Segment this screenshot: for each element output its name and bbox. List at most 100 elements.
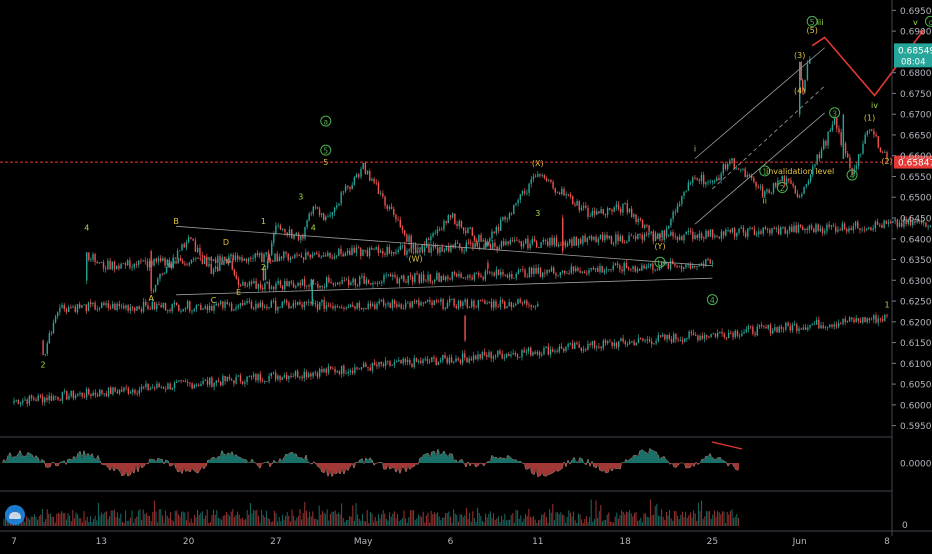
candle-body bbox=[443, 221, 444, 229]
candle-body bbox=[332, 212, 333, 215]
candle-body bbox=[765, 327, 766, 329]
candle-body bbox=[392, 300, 393, 308]
candle-body bbox=[563, 189, 564, 196]
wave-label: 5 bbox=[323, 147, 328, 156]
candle-body bbox=[673, 334, 674, 342]
candle-body bbox=[189, 383, 190, 384]
wave-label: (Y) bbox=[654, 242, 665, 251]
candle-body bbox=[266, 282, 267, 283]
candle-body bbox=[531, 268, 532, 274]
candle-body bbox=[465, 231, 466, 233]
candle-body bbox=[156, 304, 157, 309]
candle-body bbox=[642, 235, 643, 240]
candle-body bbox=[15, 400, 16, 401]
candle-body bbox=[160, 305, 161, 307]
candle-body bbox=[234, 269, 235, 275]
candle-body bbox=[495, 356, 496, 357]
candle-body bbox=[584, 272, 585, 273]
candle-body bbox=[172, 388, 173, 390]
candle-body bbox=[339, 307, 340, 308]
candle-body bbox=[145, 384, 146, 387]
candle-body bbox=[812, 324, 813, 325]
candle-body bbox=[628, 235, 629, 241]
x-tick-label: 13 bbox=[96, 537, 107, 547]
candle-body bbox=[820, 325, 821, 328]
candle-body bbox=[664, 231, 665, 236]
candle-body bbox=[631, 209, 632, 217]
candle-body bbox=[576, 343, 577, 344]
candle-body bbox=[383, 275, 384, 282]
candle-body bbox=[186, 265, 187, 266]
candle-body bbox=[570, 343, 571, 344]
candle-body bbox=[662, 335, 663, 337]
candle-body bbox=[48, 396, 49, 401]
candle-body bbox=[283, 252, 284, 259]
candle-body bbox=[416, 273, 417, 274]
candle-body bbox=[353, 248, 354, 253]
candle-body bbox=[490, 352, 491, 358]
candle-body bbox=[539, 352, 540, 355]
candle-body bbox=[105, 268, 106, 269]
candle-body bbox=[142, 261, 143, 262]
candle-body bbox=[515, 304, 516, 305]
candle-body bbox=[176, 303, 177, 305]
candle-body bbox=[361, 367, 362, 369]
wave-label: C bbox=[211, 296, 217, 305]
candle-body bbox=[888, 222, 889, 224]
candle-body bbox=[622, 236, 623, 242]
candle-body bbox=[489, 238, 490, 242]
candle-body bbox=[167, 384, 168, 389]
candle-body bbox=[704, 335, 705, 338]
candle-body bbox=[202, 255, 203, 256]
candle-body bbox=[485, 240, 486, 246]
candle-body bbox=[343, 191, 344, 192]
candle-body bbox=[453, 362, 454, 363]
candle-body bbox=[390, 303, 391, 308]
candle-body bbox=[116, 266, 117, 270]
candle-body bbox=[183, 381, 184, 382]
candle-body bbox=[601, 266, 602, 273]
candle-body bbox=[158, 304, 159, 305]
candle-body bbox=[772, 330, 773, 333]
candle-body bbox=[783, 329, 784, 330]
candle-body bbox=[640, 219, 641, 220]
candle-body bbox=[381, 300, 382, 301]
candle-body bbox=[604, 270, 605, 272]
candle-body bbox=[567, 243, 568, 246]
candle-body bbox=[747, 175, 748, 177]
candle-body bbox=[749, 228, 750, 229]
candle-body bbox=[251, 282, 252, 284]
candle-body bbox=[436, 273, 437, 280]
candle-body bbox=[838, 129, 839, 132]
channel-lines bbox=[176, 48, 825, 295]
candle-body bbox=[301, 305, 302, 308]
candle-body bbox=[255, 281, 256, 289]
candle-body bbox=[644, 234, 645, 240]
candle-body bbox=[337, 371, 338, 372]
candle-body bbox=[430, 236, 431, 240]
candle-body bbox=[807, 328, 808, 330]
candle-body bbox=[515, 203, 516, 205]
candle-body bbox=[755, 182, 756, 187]
candle-body bbox=[292, 258, 293, 259]
candle-body bbox=[329, 215, 330, 216]
candle-body bbox=[330, 367, 331, 369]
candle-body bbox=[541, 354, 542, 355]
candle-body bbox=[224, 257, 225, 259]
candle-body bbox=[337, 306, 338, 307]
candle-body bbox=[716, 236, 717, 237]
candle-body bbox=[556, 351, 557, 352]
candle-body bbox=[672, 212, 673, 219]
candle-body bbox=[163, 303, 164, 307]
candle-body bbox=[412, 301, 413, 307]
candle-body bbox=[521, 350, 522, 357]
candle-body bbox=[453, 299, 454, 306]
candle-body bbox=[166, 267, 167, 272]
x-tick-label: 8 bbox=[884, 537, 890, 547]
